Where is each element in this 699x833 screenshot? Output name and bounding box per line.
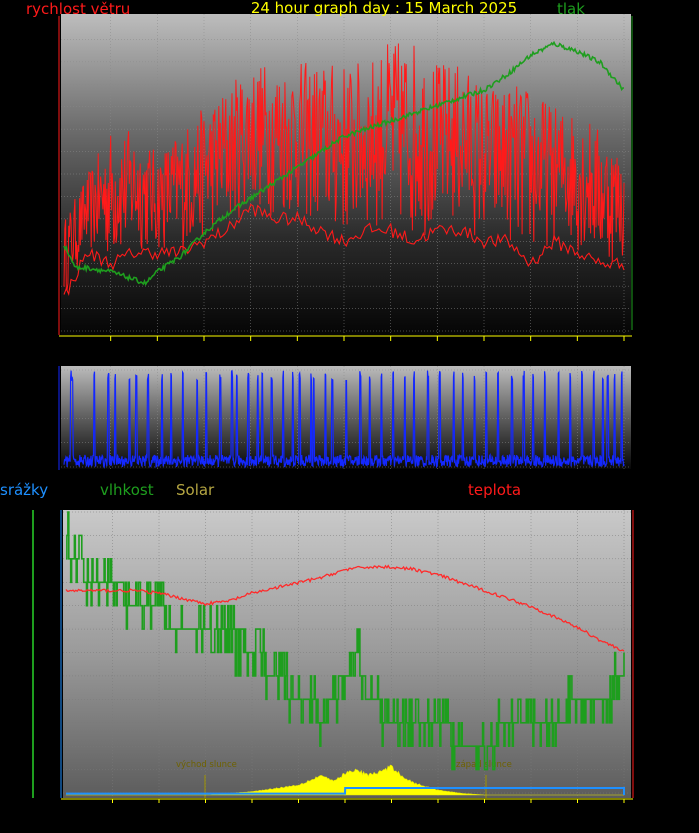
temperature-label: teplota xyxy=(468,481,521,499)
rain-series xyxy=(66,787,625,795)
pressure-series xyxy=(63,40,624,287)
sunrise-annotation: východ slunce xyxy=(176,760,237,770)
temperature-series xyxy=(65,564,625,652)
wind-speed-series xyxy=(63,43,625,297)
wind-pressure-grid xyxy=(61,14,631,341)
solar-label: Solar xyxy=(176,481,215,499)
wind-speed-label: rychlost větru xyxy=(26,0,130,18)
wind-gust-line xyxy=(63,43,625,292)
climate-plot-area xyxy=(63,510,631,798)
wind-lull-line xyxy=(63,203,625,297)
pressure-label: tlak xyxy=(557,0,585,18)
humidity-label: vlhkost xyxy=(100,481,154,499)
wind-direction-series xyxy=(63,370,625,469)
chart-title: 24 hour graph day : 15 March 2025 xyxy=(251,0,517,17)
solar-series xyxy=(66,764,624,796)
rain-label: srážky xyxy=(0,481,48,499)
humidity-series xyxy=(66,511,625,771)
